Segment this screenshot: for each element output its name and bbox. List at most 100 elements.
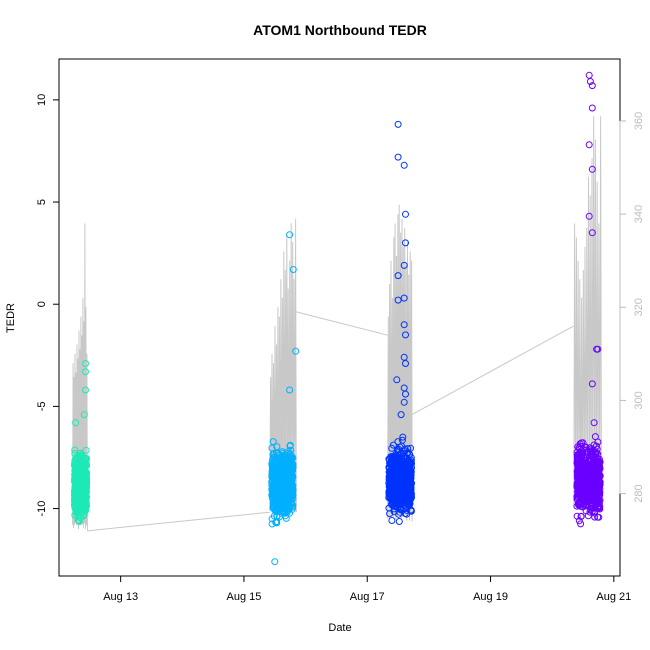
data-point [391, 478, 399, 486]
data-point-outlier [397, 411, 405, 419]
data-point [72, 486, 79, 494]
data-point [285, 505, 293, 513]
data-point-outlier [585, 212, 593, 220]
data-point [588, 505, 596, 513]
data-point-outlier [586, 78, 594, 85]
data-point [584, 476, 592, 484]
data-point [401, 497, 409, 505]
data-point [394, 438, 402, 446]
data-point [592, 462, 600, 470]
data-point-outlier [289, 266, 297, 273]
data-point-outlier [400, 161, 408, 169]
data-point [390, 474, 398, 482]
data-point [268, 520, 276, 528]
data-point-outlier [400, 261, 408, 269]
data-point [404, 458, 412, 465]
data-point [390, 488, 398, 496]
data-point [574, 486, 582, 493]
data-point-outlier [72, 419, 80, 427]
data-point-outlier [400, 398, 408, 406]
y-tick-label: -5 [36, 402, 48, 412]
scatter-series [385, 120, 416, 525]
data-point-outlier [594, 345, 602, 353]
data-point [394, 470, 401, 478]
data-point-outlier [292, 347, 300, 355]
data-point-outlier [588, 380, 596, 388]
data-point-outlier [82, 360, 89, 367]
data-point [574, 474, 581, 482]
data-point [577, 520, 585, 528]
data-point [595, 480, 603, 488]
x-tick-label: Aug 15 [227, 591, 262, 603]
data-point [274, 458, 282, 466]
data-point [269, 438, 277, 446]
data-point-outlier [394, 296, 402, 304]
secondary-connector-line [296, 311, 388, 336]
data-point [588, 449, 596, 457]
data-point [80, 498, 88, 506]
data-point [275, 513, 283, 521]
scatter-series [70, 360, 91, 526]
data-point-outlier [394, 272, 402, 280]
data-point-outlier [588, 82, 596, 90]
x-tick-label: Aug 21 [596, 591, 631, 603]
data-point [273, 493, 281, 500]
data-point [405, 491, 413, 499]
data-point-outlier [82, 368, 89, 376]
data-point [288, 505, 296, 513]
secondary-line-segment [72, 223, 88, 531]
data-point [289, 487, 297, 495]
data-point [285, 466, 293, 474]
chart-title: ATOM1 Northbound TEDR [253, 22, 427, 38]
data-point-outlier [286, 386, 294, 394]
data-point-outlier [588, 104, 596, 112]
scatter-series [268, 231, 300, 566]
data-point [78, 502, 86, 510]
data-point-outlier [400, 321, 408, 329]
data-point [76, 484, 84, 492]
data-point [268, 478, 276, 486]
data-point [286, 441, 294, 449]
data-point [271, 473, 279, 481]
data-point [595, 497, 603, 504]
data-point [573, 456, 581, 464]
data-point-outlier [588, 229, 596, 237]
scatter-points-layer [70, 71, 604, 566]
y-tick-label: 0 [36, 301, 48, 307]
data-point [591, 469, 598, 477]
y-tick-label: 5 [36, 199, 48, 205]
data-point [281, 477, 289, 484]
data-point [596, 472, 604, 480]
secondary-connector-line [412, 325, 575, 415]
data-point [395, 518, 403, 525]
x-tick-label: Aug 19 [473, 591, 508, 603]
data-point [596, 488, 604, 496]
data-point [386, 475, 394, 483]
data-point [403, 510, 411, 518]
data-point [591, 495, 599, 503]
data-point [282, 504, 290, 512]
data-point [394, 504, 402, 512]
x-tick-label: Aug 17 [350, 591, 385, 603]
data-point [272, 454, 280, 462]
data-point [591, 484, 599, 492]
data-point [581, 468, 589, 475]
data-point [581, 499, 588, 507]
data-point [388, 460, 396, 468]
data-point [75, 518, 83, 526]
data-point [573, 448, 581, 456]
data-point-outlier [393, 376, 401, 384]
data-point [79, 484, 87, 492]
data-point [79, 468, 87, 476]
data-point [269, 493, 277, 501]
data-point [82, 446, 90, 454]
data-point [83, 479, 91, 487]
data-point [579, 439, 587, 447]
data-point [394, 478, 402, 486]
data-point [271, 489, 279, 497]
data-point [407, 490, 415, 498]
x-tick-label: Aug 13 [103, 591, 138, 603]
data-point-outlier [286, 231, 294, 239]
data-point [403, 473, 411, 481]
